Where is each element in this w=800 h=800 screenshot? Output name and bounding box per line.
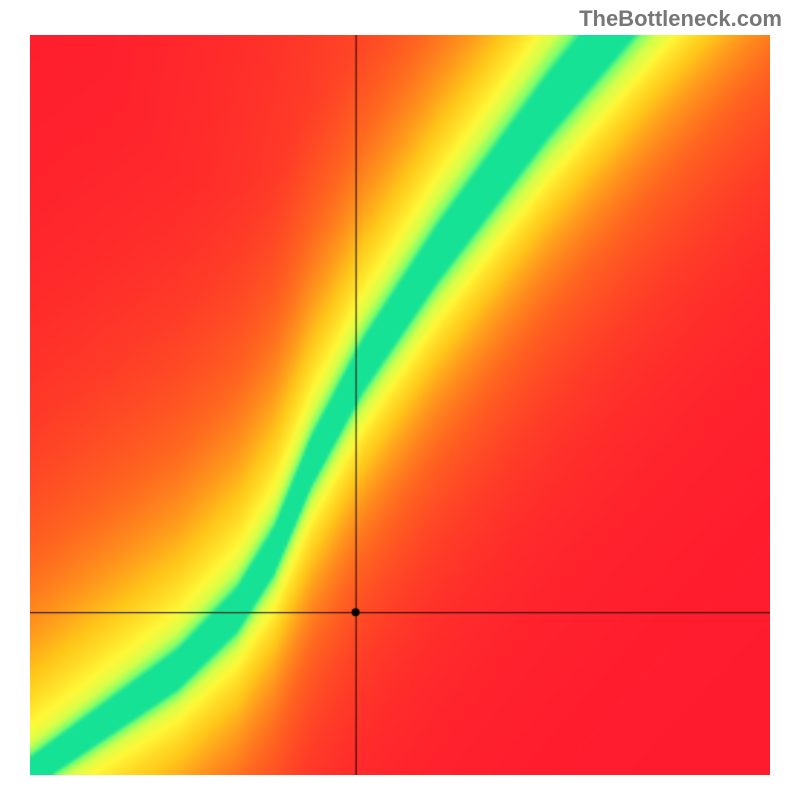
watermark-text: TheBottleneck.com bbox=[579, 6, 782, 32]
heatmap-plot bbox=[30, 35, 770, 775]
chart-container: TheBottleneck.com bbox=[0, 0, 800, 800]
crosshair-overlay bbox=[30, 35, 770, 775]
